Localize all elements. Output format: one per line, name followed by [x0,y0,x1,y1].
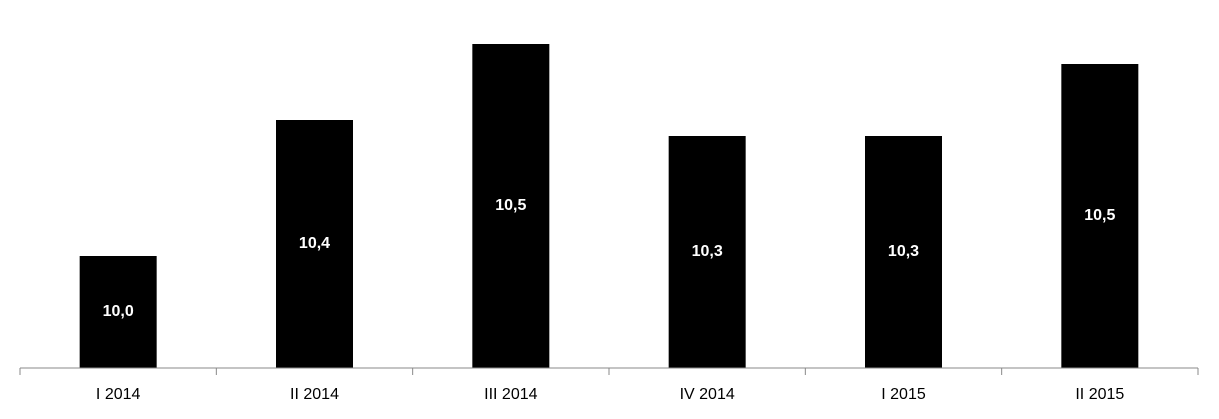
x-tick-label: III 2014 [484,386,537,403]
value-label: 10,3 [888,243,919,260]
value-label: 10,5 [495,197,526,214]
bar [865,136,942,368]
x-tick-label: I 2014 [96,386,141,403]
bar [668,136,746,368]
value-label: 10,4 [299,235,330,252]
value-label: 10,3 [692,243,723,260]
value-label: 10,5 [1084,207,1115,224]
bar [276,120,353,368]
bar [472,44,550,368]
x-tick-label: II 2015 [1075,386,1124,403]
bar [79,256,157,368]
x-tick-label: I 2015 [881,386,926,403]
x-tick-label: II 2014 [290,386,339,403]
x-tick-label: IV 2014 [680,386,735,403]
bar [1061,64,1139,368]
value-label: 10,0 [103,303,134,320]
